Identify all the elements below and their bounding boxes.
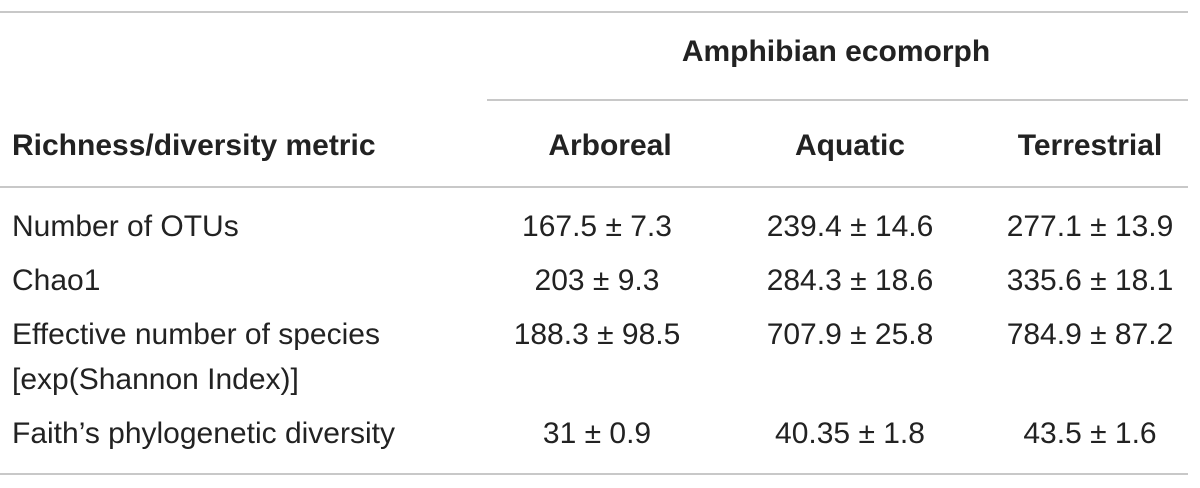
metric-label: [exp(Shannon Index)] bbox=[12, 363, 299, 396]
metric-label: Effective number of species bbox=[12, 318, 380, 351]
cell-value: 188.3 ± 98.5 bbox=[514, 318, 681, 351]
metric-label: Faith’s phylogenetic diversity bbox=[12, 417, 395, 450]
cell-value: 284.3 ± 18.6 bbox=[767, 264, 934, 297]
cell-value: 43.5 ± 1.6 bbox=[1023, 417, 1156, 450]
metric-label: Chao1 bbox=[12, 264, 100, 297]
column-header: Arboreal bbox=[548, 129, 671, 162]
cell-value: 203 ± 9.3 bbox=[535, 264, 660, 297]
cell-value: 707.9 ± 25.8 bbox=[767, 318, 934, 351]
column-header: Aquatic bbox=[795, 129, 905, 162]
cell-value: 335.6 ± 18.1 bbox=[1007, 264, 1174, 297]
group-header: Amphibian ecomorph bbox=[682, 35, 990, 68]
cell-value: 239.4 ± 14.6 bbox=[767, 210, 934, 243]
cell-value: 784.9 ± 87.2 bbox=[1007, 318, 1174, 351]
column-header: Terrestrial bbox=[1018, 129, 1163, 162]
cell-value: 277.1 ± 13.9 bbox=[1007, 210, 1174, 243]
metric-label: Number of OTUs bbox=[12, 210, 239, 243]
cell-value: 167.5 ± 7.3 bbox=[522, 210, 672, 243]
column-header: Richness/diversity metric bbox=[12, 129, 376, 162]
cell-value: 40.35 ± 1.8 bbox=[775, 417, 925, 450]
cell-value: 31 ± 0.9 bbox=[543, 417, 651, 450]
